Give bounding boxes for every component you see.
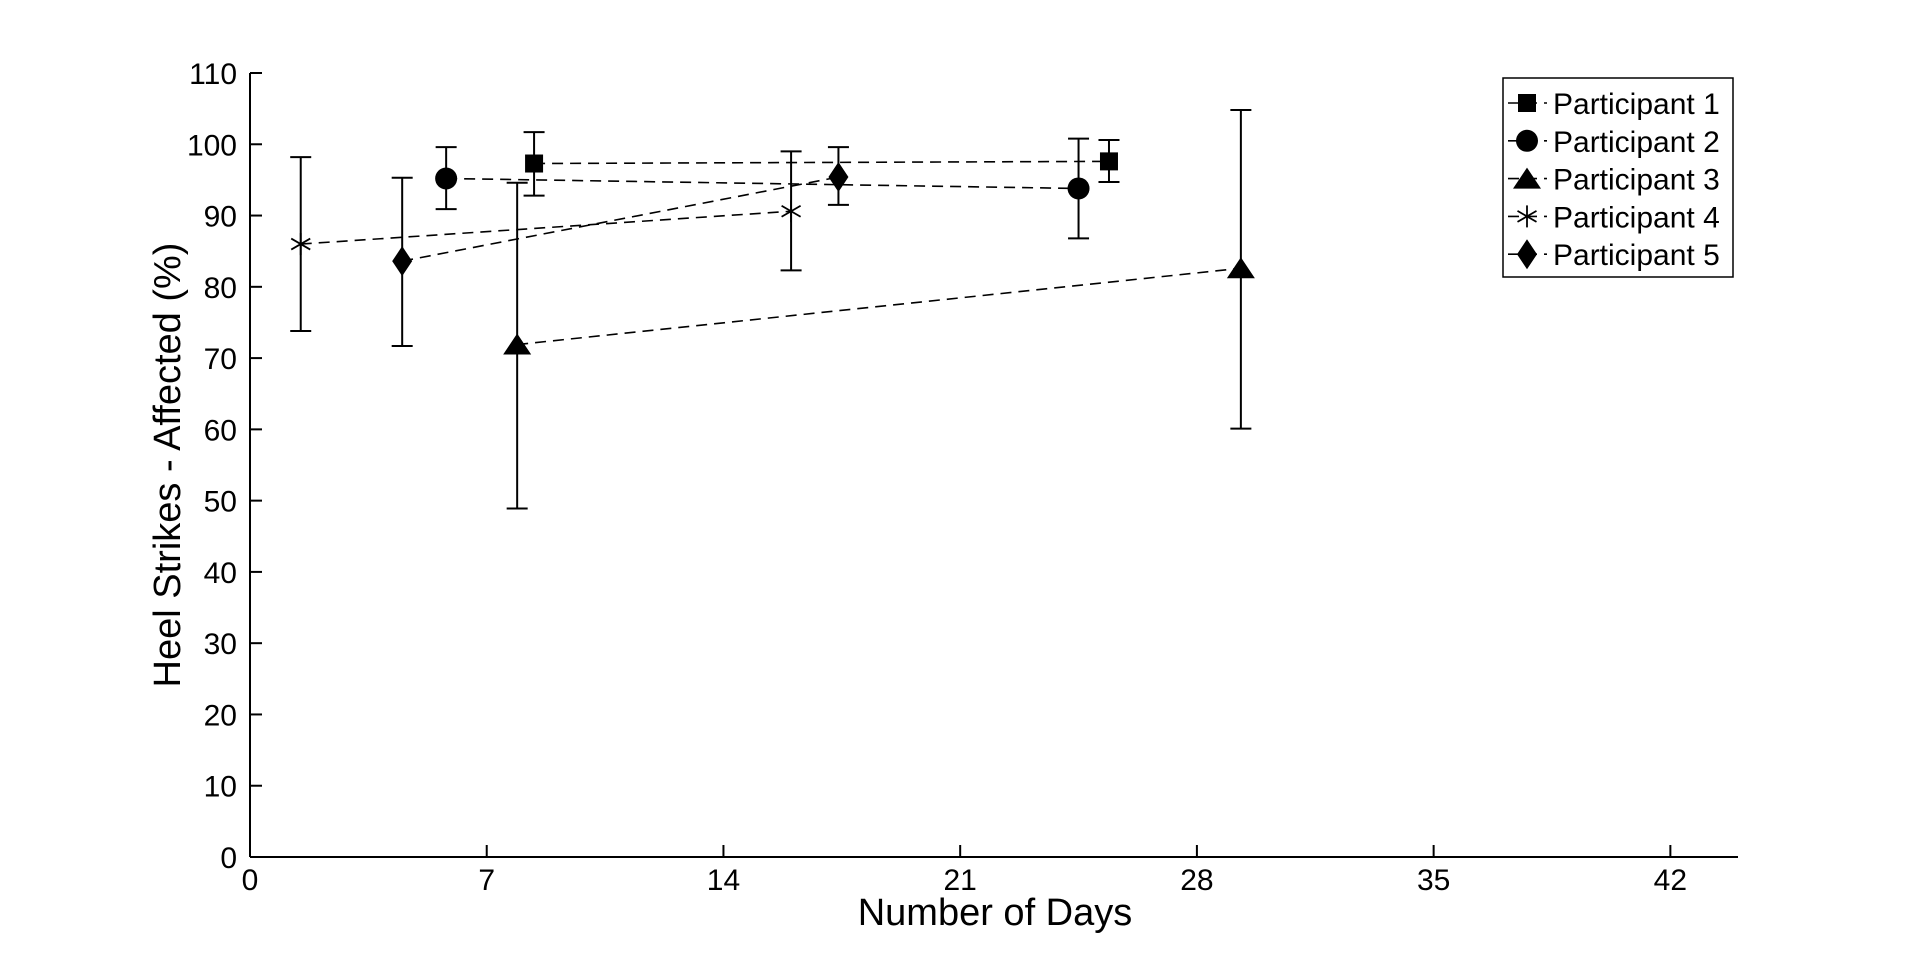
y-axis-tick-label: 0 bbox=[220, 842, 237, 875]
x-axis-tick-label: 42 bbox=[1654, 864, 1687, 897]
series-line-participant-3 bbox=[517, 267, 1241, 346]
marker-participant-5-point-2 bbox=[828, 162, 849, 193]
legend-box bbox=[1502, 77, 1734, 278]
y-axis-tick-label: 50 bbox=[204, 486, 237, 519]
marker-participant-5-point-1 bbox=[392, 246, 413, 277]
marker-participant-1-point-1 bbox=[525, 154, 544, 173]
legend-label-participant-5: Participant 5 bbox=[1553, 239, 1720, 272]
series-line-participant-5 bbox=[402, 176, 839, 262]
x-axis-tick-label: 28 bbox=[1180, 864, 1213, 897]
legend-marker-participant-3 bbox=[1513, 167, 1541, 189]
marker-participant-2-point-2 bbox=[1067, 177, 1090, 200]
series-line-participant-4 bbox=[300, 210, 792, 245]
marker-participant-4-point-2 bbox=[781, 204, 802, 218]
y-axis-tick-label: 10 bbox=[204, 771, 237, 804]
marker-participant-3-point-1 bbox=[503, 333, 532, 355]
marker-participant-2-point-1 bbox=[435, 167, 458, 190]
y-axis-tick-label: 100 bbox=[187, 129, 237, 162]
legend-label-participant-2: Participant 2 bbox=[1553, 126, 1720, 159]
y-axis-tick-label: 20 bbox=[204, 699, 237, 732]
x-axis-tick-label: 21 bbox=[943, 864, 976, 897]
y-axis-tick-label: 70 bbox=[204, 343, 237, 376]
y-axis-label: Heel Strikes - Affected (%) bbox=[147, 243, 189, 688]
legend-marker-participant-5 bbox=[1517, 239, 1537, 270]
series-line-participant-1 bbox=[534, 160, 1109, 165]
y-axis-tick-label: 30 bbox=[204, 628, 237, 661]
legend-marker-participant-2 bbox=[1516, 129, 1538, 152]
marker-participant-4-point-1 bbox=[290, 237, 311, 251]
legend-label-participant-4: Participant 4 bbox=[1553, 201, 1720, 234]
legend-marker-participant-1 bbox=[1518, 94, 1536, 112]
y-axis-tick-label: 80 bbox=[204, 272, 237, 305]
x-axis-label: Number of Days bbox=[858, 892, 1133, 934]
legend-label-participant-1: Participant 1 bbox=[1553, 88, 1720, 121]
legend-marker-participant-4 bbox=[1517, 210, 1537, 223]
y-axis-tick-label: 60 bbox=[204, 414, 237, 447]
x-axis-tick-label: 35 bbox=[1417, 864, 1450, 897]
series-line-participant-2 bbox=[446, 177, 1079, 190]
plot-area: 0 10 20 30 40 50 60 70 80 90 100 110 0 7 14 21 28 35 42 Par… bbox=[187, 58, 1738, 897]
x-axis-tick-label: 0 bbox=[242, 864, 259, 897]
x-axis-tick-label: 7 bbox=[478, 864, 495, 897]
marker-participant-3-point-2 bbox=[1226, 257, 1255, 279]
x-axis-tick-label: 14 bbox=[707, 864, 740, 897]
legend-label-participant-3: Participant 3 bbox=[1553, 164, 1720, 197]
marker-participant-1-point-2 bbox=[1099, 152, 1118, 171]
y-axis-tick-label: 110 bbox=[189, 58, 237, 91]
y-axis-tick-label: 90 bbox=[204, 201, 237, 234]
y-axis-tick-label: 40 bbox=[204, 557, 237, 590]
